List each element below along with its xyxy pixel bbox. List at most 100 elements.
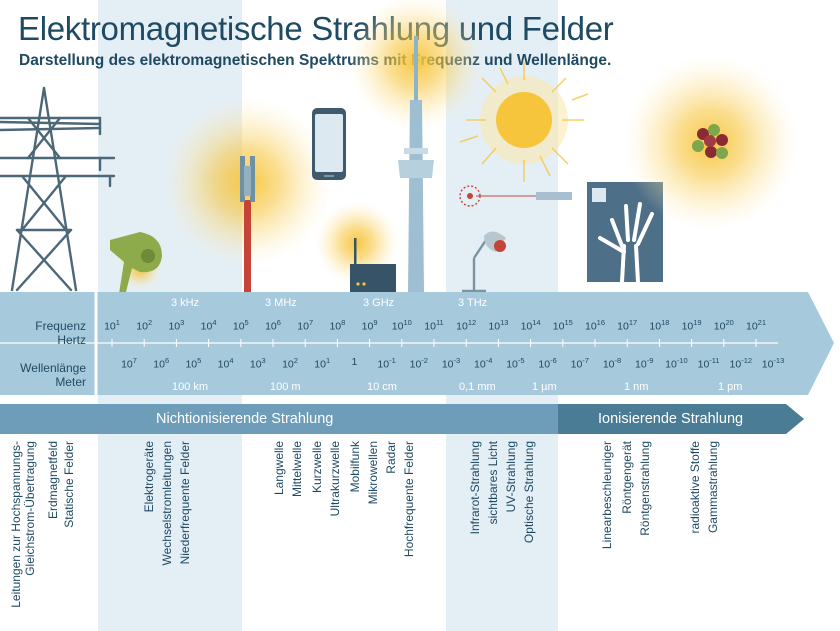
freq-marker-3khz: 3 kHz <box>171 297 200 309</box>
wavelength-tick-label: 105 <box>185 356 202 371</box>
label-xray-radiation: Röntgenstrahlung <box>638 441 652 536</box>
frequency-tick-label: 108 <box>329 318 346 333</box>
freq-marker-3mhz: 3 MHz <box>265 297 297 309</box>
label-xray-device: Röntgengerät <box>620 441 634 514</box>
wl-marker-100km: 100 km <box>172 381 209 393</box>
label-vhf: Ultrakurzwelle <box>328 441 342 517</box>
label-high-frequency-fields: Hochfrequente Felder <box>402 441 416 558</box>
xray-hand-icon <box>587 182 663 284</box>
label-radar: Radar <box>384 441 398 474</box>
wavelength-tick-label: 10-8 <box>602 356 622 371</box>
frequency-tick-label: 103 <box>168 318 185 333</box>
frequency-tick-label: 1017 <box>617 318 638 333</box>
wavelength-tick-label: 10-13 <box>761 356 785 371</box>
wl-marker-1nm: 1 nm <box>624 381 649 393</box>
axis-ticks <box>111 339 757 347</box>
hair-dryer-icon <box>110 232 162 300</box>
frequency-tick-label: 1014 <box>520 318 541 333</box>
wavelength-tick-label: 10-7 <box>570 356 589 371</box>
tv-tower-icon <box>398 36 434 292</box>
frequency-tick-label: 101 <box>104 318 120 333</box>
label-gamma-radiation: Gammastrahlung <box>706 441 720 534</box>
label-mobile-radio: Mobilfunk <box>348 441 362 493</box>
label-optical-radiation: Optische Strahlung <box>522 441 536 544</box>
label-hvdc-lines: Leitungen zur Hochspannungs- Gleichstrom… <box>9 441 37 608</box>
wl-marker-100m: 100 m <box>270 381 301 393</box>
wavelength-tick-label: 1 <box>351 356 358 368</box>
wavelength-tick-label: 10-11 <box>697 356 720 371</box>
label-visible-light: sichtbares Licht <box>486 441 500 525</box>
label-shortwave: Kurzwelle <box>310 441 324 494</box>
frequency-tick-label: 1012 <box>456 318 477 333</box>
wavelength-tick-label: 10-5 <box>506 356 525 371</box>
frequency-unit: Hertz <box>57 333 86 347</box>
wl-marker-1um: 1 µm <box>532 381 557 393</box>
wavelength-tick-label: 102 <box>282 356 298 371</box>
frequency-axis-title: Frequenz Hertz <box>0 319 86 347</box>
wavelength-tick-label: 10-3 <box>441 356 461 371</box>
infrared-laser-icon <box>459 185 572 207</box>
wavelength-unit: Meter <box>55 375 86 389</box>
frequency-tick-label: 104 <box>200 318 217 333</box>
label-earth-magnetic-field: Erdmagnetfeld <box>46 441 60 520</box>
nonionizing-label: Nichtionisierende Strahlung <box>156 411 334 427</box>
wavelength-tick-label: 10-1 <box>377 356 396 371</box>
power-pylon-icon <box>0 86 116 292</box>
frequency-tick-label: 1010 <box>391 318 412 333</box>
wavelength-tick-label: 107 <box>121 356 137 371</box>
wavelength-tick-label: 10-10 <box>665 356 688 371</box>
banner-nonionizing <box>0 404 562 434</box>
sun-icon <box>459 62 589 182</box>
label-long-wave: Langwelle <box>272 441 286 496</box>
wavelength-tick-label: 106 <box>153 356 170 371</box>
frequency-tick-label: 1013 <box>488 318 509 333</box>
label-uv-radiation: UV-Strahlung <box>504 441 518 513</box>
label-linear-accelerator: Linearbeschleuniger <box>600 441 614 550</box>
desk-lamp-icon <box>462 239 487 293</box>
wl-marker-1pm: 1 pm <box>718 381 743 393</box>
wavelength-tick-label: 10-6 <box>538 356 557 371</box>
frequency-tick-label: 1019 <box>681 318 702 333</box>
frequency-tick-label: 105 <box>232 318 249 333</box>
wifi-router-icon <box>350 238 396 292</box>
ionizing-label: Ionisierende Strahlung <box>598 411 744 427</box>
wavelength-tick-label: 101 <box>314 356 331 371</box>
cell-antenna-icon <box>240 156 255 292</box>
frequency-tick-label: 1021 <box>745 318 767 333</box>
label-infrared-radiation: Infrarot-Strahlung <box>468 441 482 535</box>
frequency-tick-label: 1016 <box>584 318 606 333</box>
frequency-tick-label: 107 <box>297 318 314 333</box>
wavelength-tick-label: 10-4 <box>474 356 493 371</box>
wl-marker-10cm: 10 cm <box>367 381 397 393</box>
atom-nucleus-icon <box>692 124 728 159</box>
label-electric-appliances: Elektrogeräte <box>142 441 156 513</box>
label-medium-wave: Mittelwelle <box>290 441 304 498</box>
label-ac-power-lines: Wechselstromleitungen <box>160 441 174 566</box>
label-low-frequency-fields: Niederfrequente Felder <box>178 441 192 565</box>
label-microwaves: Mikrowellen <box>366 441 380 505</box>
frequency-tick-label: 102 <box>136 318 153 333</box>
frequency-tick-label: 1011 <box>424 318 444 333</box>
wl-marker-01mm: 0,1 mm <box>459 381 496 393</box>
frequency-tick-label: 109 <box>361 318 378 333</box>
freq-marker-3thz: 3 THz <box>458 297 488 309</box>
frequency-tick-label: 106 <box>265 318 281 333</box>
wavelength-tick-label: 10-12 <box>729 356 753 371</box>
label-static-fields: Statische Felder <box>62 441 76 528</box>
wavelength-label: Wellenlänge <box>20 361 86 375</box>
wavelength-tick-label: 10-9 <box>635 356 654 371</box>
freq-marker-3ghz: 3 GHz <box>363 297 395 309</box>
banner-ionizing <box>558 404 804 434</box>
frequency-tick-label: 1020 <box>713 318 734 333</box>
wavelength-axis-title: Wellenlänge Meter <box>0 361 86 389</box>
frequency-label: Frequenz <box>35 319 86 333</box>
page-title: Elektromagnetische Strahlung und Felder <box>18 10 614 47</box>
smartphone-icon <box>312 108 346 180</box>
wavelength-tick-label: 103 <box>249 356 266 371</box>
frequency-tick-label: 1018 <box>649 318 670 333</box>
wavelength-tick-label: 104 <box>217 356 234 371</box>
wavelength-tick-label: 10-2 <box>409 356 428 371</box>
frequency-tick-label: 1015 <box>552 318 573 333</box>
label-radioactive-substances: radioaktive Stoffe <box>688 441 702 534</box>
